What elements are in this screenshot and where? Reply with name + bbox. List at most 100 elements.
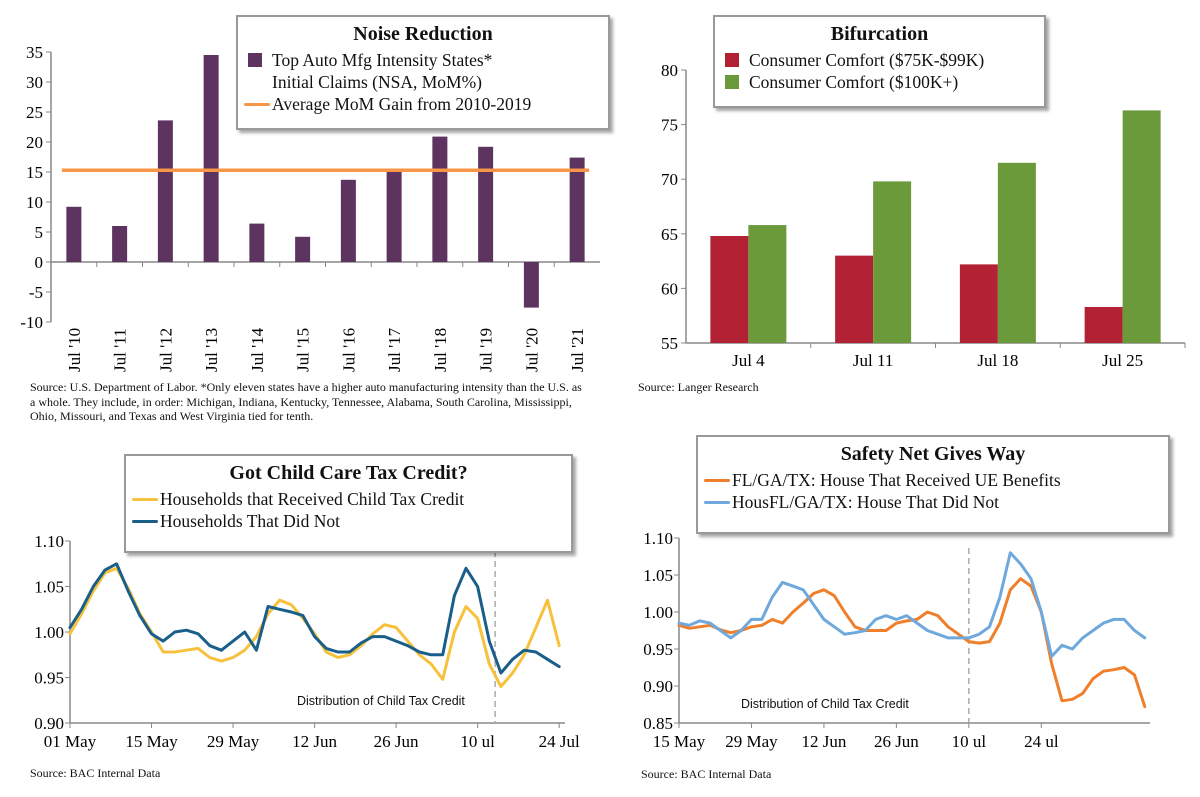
y-tick-label-noise: 10: [26, 193, 43, 212]
series-line-safety-net-1: [677, 551, 1147, 658]
legend-label-ue-did-not: HousFL/GA/TX: House That Did Not: [732, 492, 1000, 512]
bar-noise: [386, 170, 402, 262]
legend-item-ue-did-not: HousFL/GA/TX: House That Did Not: [698, 491, 1168, 513]
bar-noise: [203, 55, 219, 262]
source-note-bac-left: Source: BAC Internal Data: [30, 766, 161, 780]
legend-label-did-not: Households That Did Not: [160, 511, 341, 531]
legend-swatch-100k: [725, 75, 739, 89]
y-tick-label-bifurcation: 55: [661, 334, 678, 353]
x-tick-label-noise: Jul '13: [202, 328, 221, 372]
legend-label-claims-1: Top Auto Mfg Intensity States*: [272, 50, 493, 70]
x-tick-label-child-care: 15 May: [125, 732, 178, 751]
x-tick-label-noise: Jul '20: [522, 328, 541, 372]
x-tick-label-child-care: 24 Jul: [539, 732, 580, 751]
x-tick-label-child-care: 29 May: [207, 732, 260, 751]
bar-noise: [157, 120, 173, 263]
y-tick-label-safety-net: 1.10: [643, 529, 673, 548]
annotation-child-tax-credit-right: Distribution of Child Tax Credit: [741, 697, 909, 711]
bar-bifurcation-100k: [748, 225, 787, 343]
x-tick-label-safety-net: 26 Jun: [874, 732, 919, 751]
legend-swatch-75k: [725, 53, 739, 67]
y-tick-label-bifurcation: 75: [661, 116, 678, 135]
series-line-child-care-1: [68, 562, 561, 675]
legend-label-100k: Consumer Comfort ($100K+): [749, 72, 959, 92]
bar-noise: [523, 262, 539, 308]
y-tick-label-noise: 20: [26, 133, 43, 152]
bar-bifurcation-75k: [835, 255, 874, 343]
x-tick-label-child-care: 10 ul: [460, 732, 495, 751]
legend-label-average: Average MoM Gain from 2010-2019: [272, 94, 532, 114]
chart-title-safety-net: Safety Net Gives Way: [840, 443, 1026, 465]
y-tick-label-noise: 25: [26, 103, 43, 122]
x-tick-label-safety-net: 24 ul: [1024, 732, 1059, 751]
legend-item-75k: Consumer Comfort ($75K-$99K): [715, 49, 1044, 71]
legend-label-75k: Consumer Comfort ($75K-$99K): [749, 50, 985, 70]
y-tick-label-bifurcation: 80: [661, 61, 678, 80]
y-tick-label-child-care: 0.95: [34, 669, 64, 688]
x-tick-label-safety-net: 15 May: [653, 732, 706, 751]
source-note-langer: Source: Langer Research: [638, 380, 759, 394]
x-tick-label-bifurcation: Jul 25: [1102, 351, 1143, 370]
y-tick-label-child-care: 1.00: [34, 623, 64, 642]
bar-bifurcation-75k: [959, 264, 998, 343]
bar-noise: [569, 157, 585, 262]
legend-swatch-ue: [704, 479, 730, 482]
annotation-child-tax-credit-left: Distribution of Child Tax Credit: [297, 694, 465, 708]
bar-bifurcation-100k: [873, 181, 912, 343]
x-tick-label-safety-net: 10 ul: [952, 732, 987, 751]
x-tick-label-noise: Jul '17: [385, 327, 404, 372]
y-tick-label-bifurcation: 70: [661, 170, 678, 189]
legend-item-received: Households that Received Child Tax Credi…: [126, 488, 571, 510]
y-tick-label-safety-net: 0.85: [643, 714, 673, 733]
legend-label-claims-2: Initial Claims (NSA, MoM%): [272, 72, 482, 92]
legend-noise-reduction: Noise Reduction Top Auto Mfg Intensity S…: [236, 15, 610, 130]
legend-item-100k: Consumer Comfort ($100K+): [715, 71, 1044, 93]
x-tick-label-bifurcation: Jul 4: [732, 351, 765, 370]
bar-noise: [478, 146, 494, 262]
bar-bifurcation-75k: [710, 235, 749, 343]
y-tick-label-noise: 0: [35, 253, 44, 272]
y-tick-label-bifurcation: 60: [661, 279, 678, 298]
legend-item-ue: FL/GA/TX: House That Received UE Benefit…: [698, 469, 1168, 491]
y-tick-label-noise: -5: [29, 283, 43, 302]
legend-item-claims: Top Auto Mfg Intensity States*: [238, 49, 608, 71]
x-tick-label-bifurcation: Jul 11: [853, 351, 893, 370]
x-tick-label-noise: Jul '11: [111, 328, 130, 372]
bar-noise: [249, 223, 265, 262]
y-tick-label-child-care: 1.05: [34, 578, 64, 597]
y-tick-label-child-care: 0.90: [34, 714, 64, 733]
x-tick-label-bifurcation: Jul 18: [977, 351, 1018, 370]
bar-noise: [295, 236, 311, 262]
bar-bifurcation-100k: [1122, 110, 1161, 344]
bar-bifurcation-75k: [1084, 306, 1123, 343]
x-tick-label-safety-net: 29 May: [725, 732, 778, 751]
legend-item-did-not: Households That Did Not: [126, 510, 571, 532]
series-line-safety-net-0: [677, 577, 1147, 709]
y-tick-label-noise: 5: [35, 223, 44, 242]
chart-title-child-care: Got Child Care Tax Credit?: [229, 462, 468, 484]
x-tick-label-child-care: 12 Jun: [292, 732, 337, 751]
legend-safety-net: Safety Net Gives Way FL/GA/TX: House Tha…: [696, 435, 1170, 534]
chart-title-noise-reduction: Noise Reduction: [353, 23, 493, 45]
y-tick-label-safety-net: 1.05: [643, 566, 673, 585]
y-tick-label-safety-net: 0.90: [643, 677, 673, 696]
legend-label-ue: FL/GA/TX: House That Received UE Benefit…: [732, 470, 1061, 490]
legend-swatch-average: [244, 103, 270, 106]
x-tick-label-noise: Jul '12: [156, 328, 175, 372]
bar-bifurcation-100k: [997, 162, 1036, 343]
source-note-bac-right: Source: BAC Internal Data: [641, 767, 772, 781]
y-tick-label-safety-net: 0.95: [643, 640, 673, 659]
bar-noise: [66, 206, 82, 262]
bar-noise: [112, 226, 128, 262]
x-tick-label-noise: Jul '14: [248, 327, 267, 372]
y-tick-label-noise: -10: [20, 313, 43, 332]
y-tick-label-noise: 35: [26, 43, 43, 62]
x-tick-label-safety-net: 12 Jun: [801, 732, 846, 751]
bar-noise: [340, 179, 356, 262]
bar-noise: [432, 136, 448, 262]
x-tick-label-noise: Jul '15: [294, 328, 313, 372]
x-tick-label-noise: Jul '19: [477, 328, 496, 372]
x-tick-label-noise: Jul '10: [65, 328, 84, 372]
legend-swatch-did-not: [132, 520, 158, 523]
